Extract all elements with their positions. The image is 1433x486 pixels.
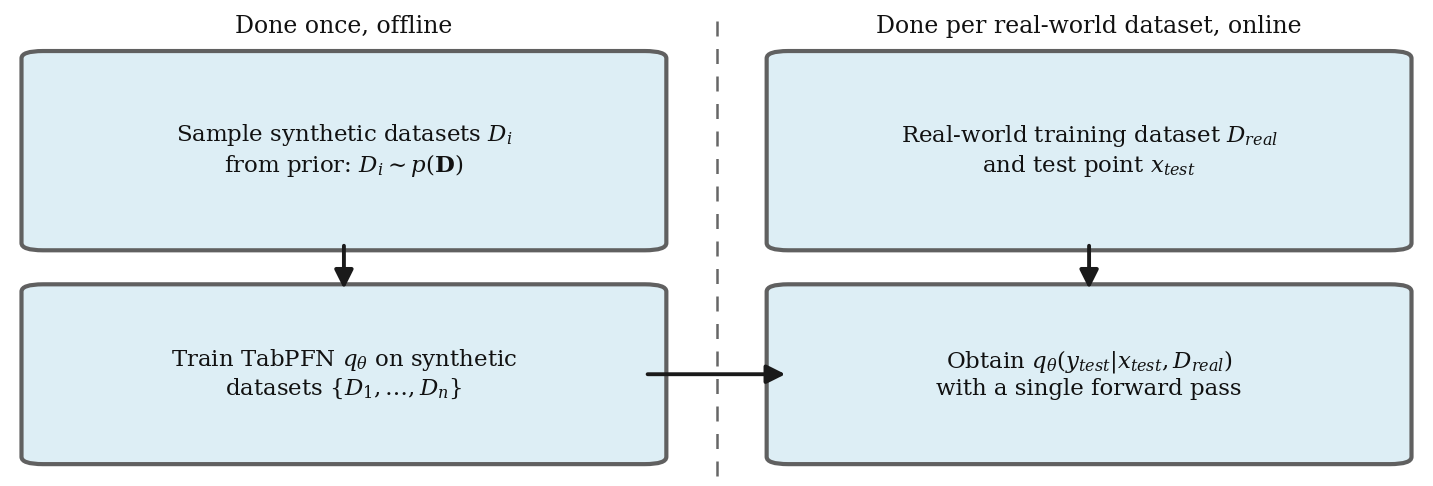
- Text: Done once, offline: Done once, offline: [235, 15, 453, 37]
- Text: Sample synthetic datasets $D_i$
from prior: $D_i \sim p(\mathbf{D})$: Sample synthetic datasets $D_i$ from pri…: [176, 122, 512, 179]
- FancyBboxPatch shape: [21, 51, 666, 250]
- Text: Obtain $q_\theta(y_{test}|x_{test}, D_{real})$
with a single forward pass: Obtain $q_\theta(y_{test}|x_{test}, D_{r…: [936, 348, 1242, 400]
- Text: Real-world training dataset $D_{real}$
and test point $x_{test}$: Real-world training dataset $D_{real}$ a…: [900, 123, 1278, 178]
- Text: Train TabPFN $q_\theta$ on synthetic
datasets $\{D_1,\ldots,D_n\}$: Train TabPFN $q_\theta$ on synthetic dat…: [171, 347, 517, 401]
- FancyBboxPatch shape: [21, 284, 666, 464]
- FancyBboxPatch shape: [767, 51, 1412, 250]
- Text: Done per real-world dataset, online: Done per real-world dataset, online: [876, 15, 1303, 37]
- FancyBboxPatch shape: [767, 284, 1412, 464]
